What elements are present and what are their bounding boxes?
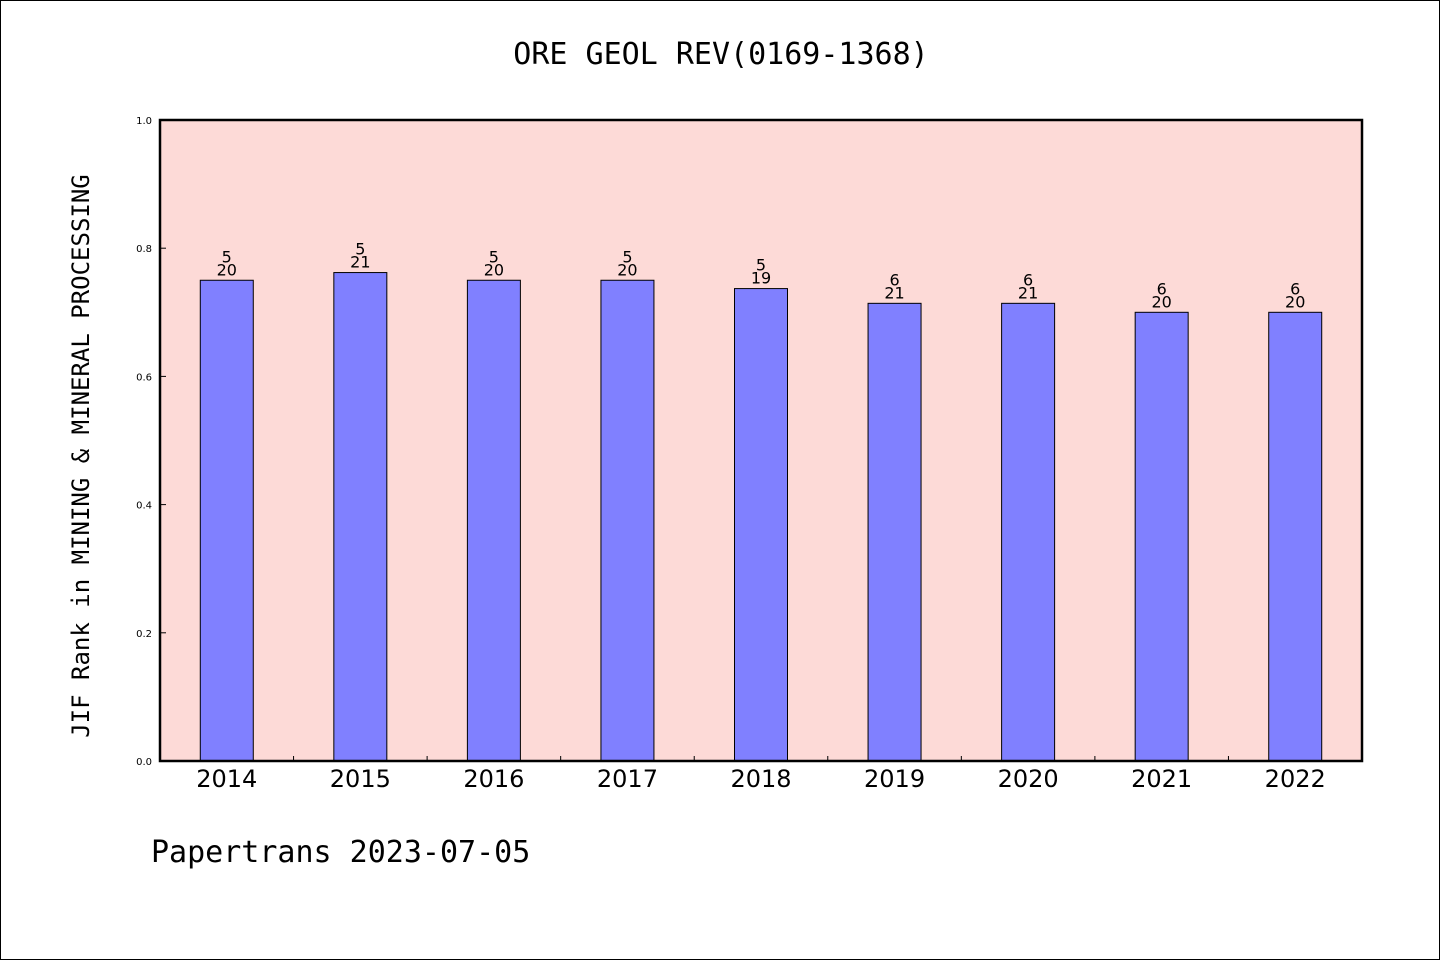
y-tick-label: 0.6	[136, 372, 152, 383]
bar-total-label: 21	[1018, 283, 1038, 302]
bar-total-label: 21	[884, 283, 904, 302]
bar-rank-label: 6	[889, 270, 899, 289]
y-tick-label: 0.0	[136, 757, 152, 768]
plot-frame	[158, 118, 1364, 763]
x-tick-label: 2016	[463, 765, 524, 793]
bar-2021	[1134, 311, 1189, 762]
y-tick-label: 0.8	[136, 244, 152, 255]
y-tick-label: 0.2	[136, 629, 152, 640]
x-tick-label: 2017	[597, 765, 658, 793]
bar-rank-label: 5	[622, 247, 632, 266]
bar-2017	[600, 279, 655, 762]
bar-rank-label: 6	[1023, 270, 1033, 289]
bar-2018	[734, 288, 788, 762]
x-tick-label: 2015	[330, 765, 391, 793]
bar-rank-label: 6	[1157, 279, 1167, 298]
bar-total-label: 20	[217, 260, 237, 279]
bar-rank-label: 5	[489, 247, 499, 266]
x-tick-label: 2022	[1265, 765, 1326, 793]
bar-rank-label: 5	[222, 247, 232, 266]
bar-2020	[1001, 302, 1056, 762]
bar-total-label: 20	[1285, 292, 1305, 311]
bar-total-label: 20	[484, 260, 504, 279]
chart-title: ORE GEOL REV(0169-1368)	[513, 37, 929, 72]
footer-note: Papertrans 2023-07-05	[151, 835, 531, 870]
bar-2019	[867, 302, 922, 762]
bar-rank-label: 5	[756, 256, 766, 275]
bar-rank-label: 5	[355, 240, 365, 259]
bar-total-label: 20	[1151, 292, 1171, 311]
y-tick-label: 1.0	[136, 116, 152, 127]
x-tick-label: 2018	[730, 765, 791, 793]
bar-2015	[333, 272, 388, 762]
x-tick-label: 2020	[998, 765, 1059, 793]
y-tick-label: 0.4	[136, 501, 152, 512]
bar-total-label: 20	[617, 260, 637, 279]
x-tick-label: 2019	[864, 765, 925, 793]
bar-2022	[1268, 311, 1323, 762]
bar-rank-label: 6	[1290, 279, 1300, 298]
x-tick-label: 2021	[1131, 765, 1192, 793]
bar-total-label: 19	[751, 269, 771, 288]
x-tick-label: 2014	[196, 765, 257, 793]
bar-2014	[199, 279, 254, 762]
bar-2016	[466, 279, 521, 762]
bar-total-label: 21	[350, 253, 370, 272]
